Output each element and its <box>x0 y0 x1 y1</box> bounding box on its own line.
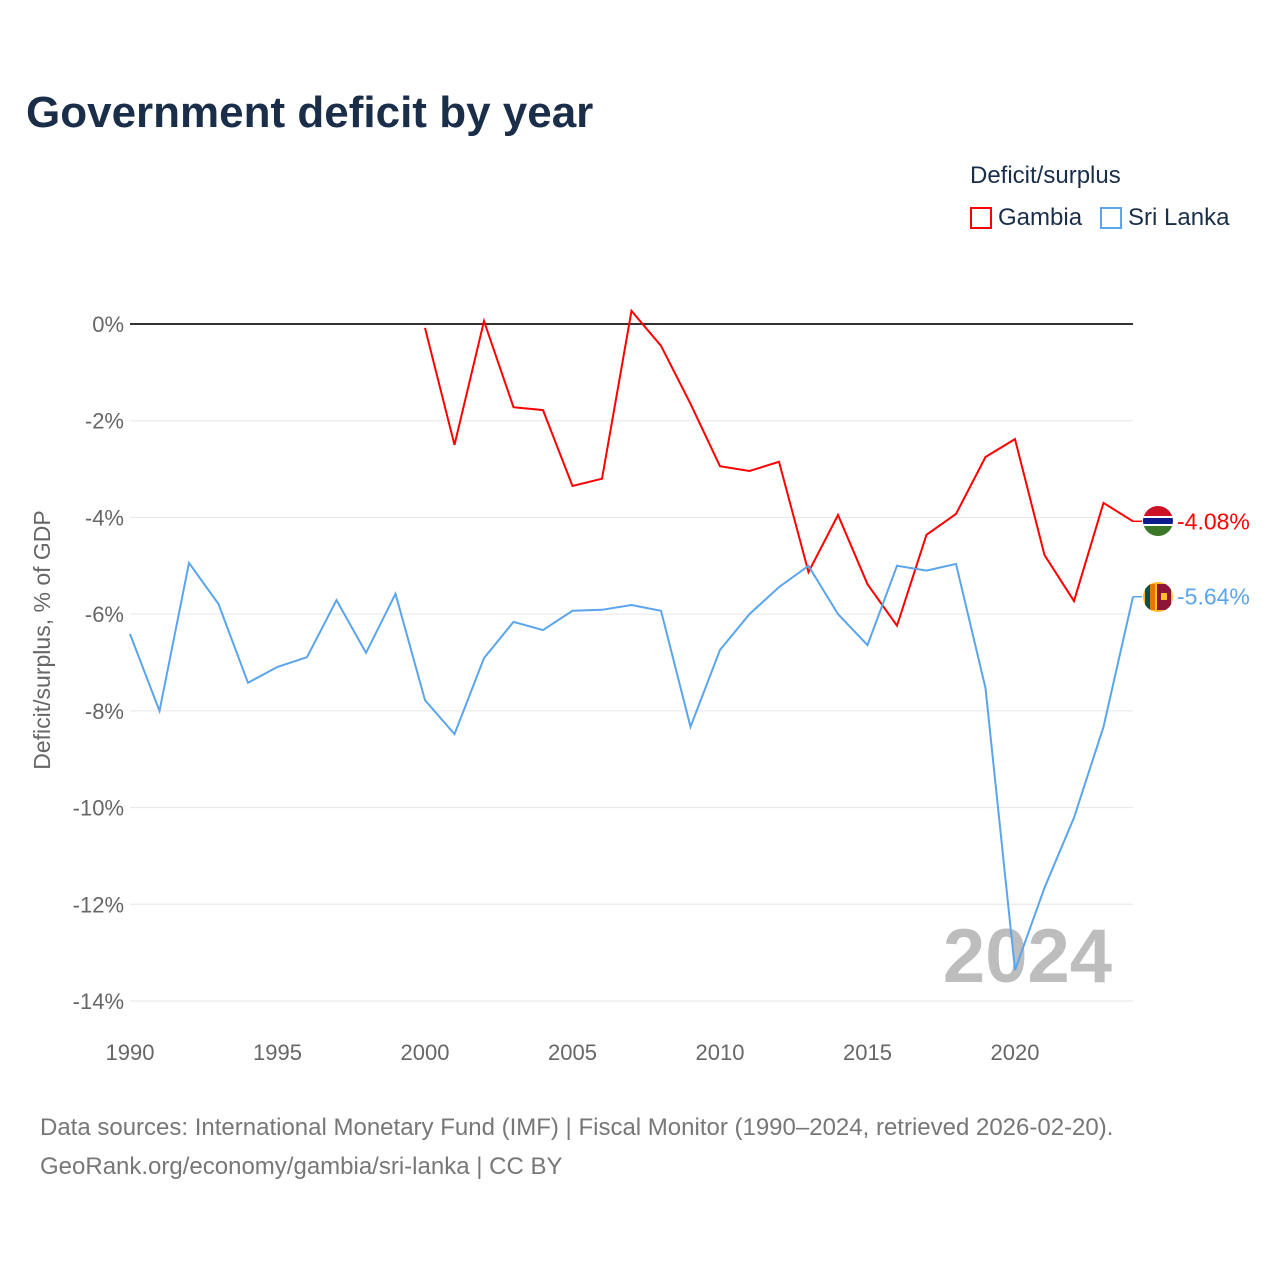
end-value-label-sri-lanka: -5.64% <box>1177 584 1250 610</box>
source-note: Data sources: International Monetary Fun… <box>40 1114 1114 1141</box>
y-tick-label: -2% <box>85 409 124 434</box>
y-tick-label: -6% <box>85 602 124 627</box>
legend-swatch-sri-lanka <box>1100 207 1123 229</box>
y-tick-label: -10% <box>73 796 124 821</box>
x-tick-label: 2020 <box>991 1040 1040 1065</box>
series-line-gambia[interactable] <box>424 308 1134 628</box>
legend: Gambia Sri Lanka <box>970 204 1229 232</box>
legend-item-sri-lanka[interactable]: Sri Lanka <box>1100 204 1229 232</box>
sri-lanka-flag-icon <box>1143 582 1173 612</box>
legend-label: Sri Lanka <box>1128 204 1230 231</box>
footer: Data sources: International Monetary Fun… <box>40 1108 1113 1186</box>
legend-item-gambia[interactable]: Gambia <box>970 204 1082 232</box>
source-link[interactable]: GeoRank.org/economy/gambia/sri-lanka | C… <box>40 1153 563 1180</box>
x-tick-label: 2005 <box>548 1040 597 1065</box>
x-tick-label: 1990 <box>106 1040 155 1065</box>
y-axis-label: Deficit/surplus, % of GDP <box>29 510 55 769</box>
gambia-flag-icon <box>1143 506 1173 536</box>
x-tick-label: 2000 <box>401 1040 450 1065</box>
end-value-label-gambia: -4.08% <box>1177 508 1250 534</box>
legend-label: Gambia <box>998 204 1083 231</box>
x-tick-label: 2010 <box>696 1040 745 1065</box>
y-tick-label: -12% <box>73 892 124 917</box>
legend-swatch-gambia <box>970 207 992 229</box>
y-tick-label: -8% <box>85 699 124 724</box>
y-tick-label: -14% <box>73 989 124 1014</box>
y-tick-label: -4% <box>85 505 124 530</box>
x-tick-label: 1995 <box>253 1040 302 1065</box>
chart-title: Government deficit by year <box>26 88 594 137</box>
x-tick-label: 2015 <box>843 1040 892 1065</box>
legend-title: Deficit/surplus <box>970 162 1121 189</box>
series-line-sri-lanka[interactable] <box>129 560 1134 971</box>
y-tick-label: 0% <box>92 312 124 337</box>
year-watermark: 2024 <box>943 914 1112 999</box>
